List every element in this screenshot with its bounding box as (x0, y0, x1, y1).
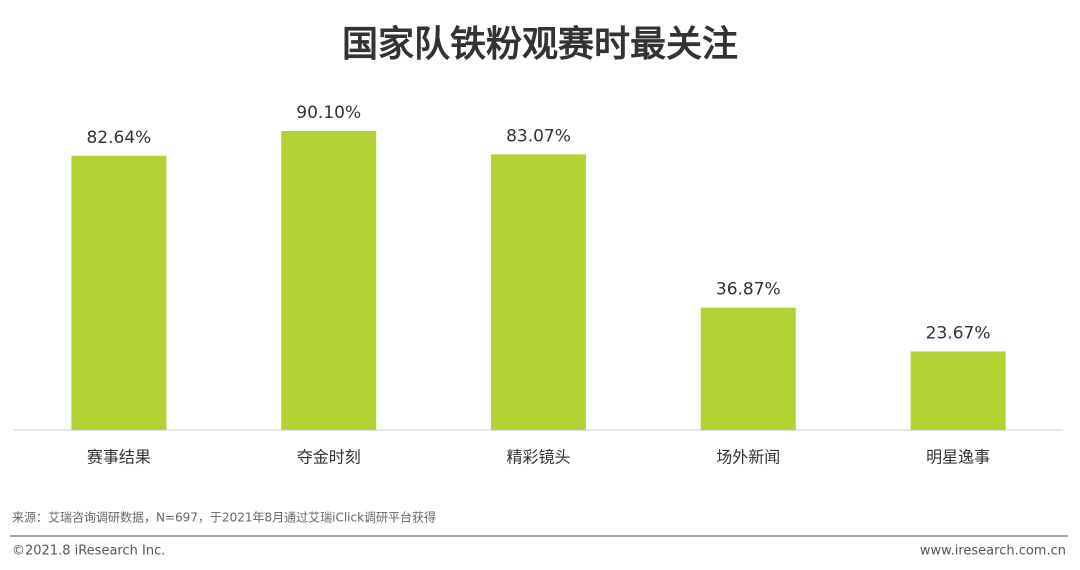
x-tick-label: 明星逸事 (926, 448, 990, 467)
bar (700, 307, 796, 430)
x-tick-label: 赛事结果 (87, 448, 151, 467)
value-label: 82.64% (86, 128, 151, 148)
x-tick-label: 场外新闻 (716, 448, 780, 467)
bar (910, 351, 1006, 430)
value-label: 90.10% (296, 103, 361, 123)
x-tick-label: 夺金时刻 (297, 448, 361, 467)
value-label: 36.87% (716, 280, 781, 300)
website: www.iresearch.com.cn (920, 544, 1066, 559)
bar (71, 155, 167, 430)
value-label: 83.07% (506, 126, 571, 146)
bar (491, 154, 586, 431)
source-note: 来源：艾瑞咨询调研数据，N=697，于2021年8月通过艾瑞iClick调研平台… (12, 510, 436, 525)
value-label: 23.67% (926, 323, 991, 343)
copyright: ©2021.8 iResearch Inc. (12, 544, 165, 559)
chart-title: 国家队铁粉观赛时最关注 (342, 24, 738, 65)
x-tick-label: 精彩镜头 (506, 448, 570, 467)
bar (281, 131, 377, 430)
